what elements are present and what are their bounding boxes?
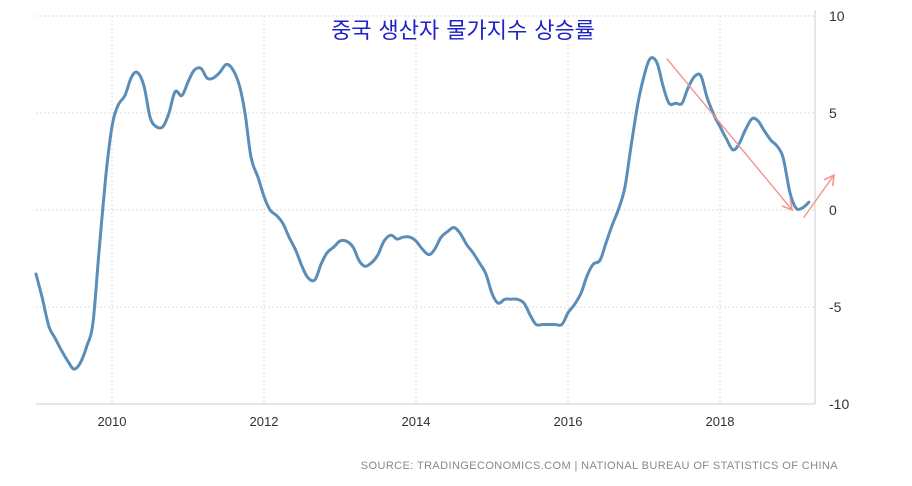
y-tick-label: 10 — [829, 8, 845, 24]
x-tick-label: 2016 — [554, 414, 583, 429]
arrow-shaft — [666, 58, 793, 211]
axes — [36, 10, 816, 405]
arrow-head — [823, 173, 835, 187]
source-note: SOURCE: TRADINGECONOMICS.COM | NATIONAL … — [361, 460, 838, 472]
arrow-head — [781, 199, 794, 212]
arrow-shaft — [803, 174, 835, 219]
annotation-arrow-2 — [803, 173, 835, 219]
x-tick-label: 2010 — [98, 414, 127, 429]
tick-labels: 10 5 0 -5 -10 2010 2012 2014 2016 2018 — [98, 8, 850, 429]
series-line-ppi — [34, 56, 811, 371]
y-tick-label: 0 — [829, 202, 837, 218]
y-tick-label: -10 — [829, 396, 849, 412]
x-tick-label: 2012 — [250, 414, 279, 429]
annotation-arrow-1 — [666, 58, 794, 212]
x-tick-label: 2018 — [706, 414, 735, 429]
y-tick-label: -5 — [829, 299, 842, 315]
y-tick-label: 5 — [829, 105, 837, 121]
chart-title: 중국 생산자 물가지수 상승률 — [331, 19, 595, 44]
annotation-layer — [666, 58, 835, 219]
series-layer — [34, 56, 811, 371]
x-tick-label: 2014 — [402, 414, 431, 429]
